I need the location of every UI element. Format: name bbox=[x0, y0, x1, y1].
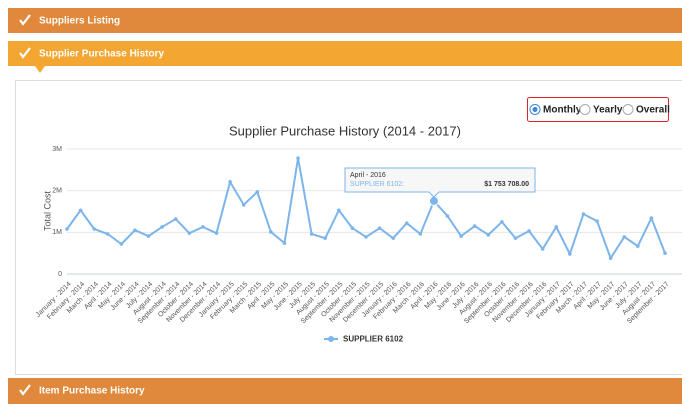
data-point bbox=[214, 231, 219, 235]
panel-body bbox=[15, 80, 682, 375]
data-point bbox=[428, 195, 439, 206]
radio[interactable] bbox=[622, 104, 634, 115]
data-point bbox=[78, 208, 83, 213]
data-point bbox=[622, 235, 627, 239]
data-point bbox=[105, 232, 110, 236]
data-point bbox=[201, 225, 205, 229]
data-point bbox=[160, 225, 164, 229]
data-point bbox=[92, 227, 96, 231]
data-point bbox=[133, 228, 137, 233]
check-icon bbox=[19, 14, 31, 26]
data-point bbox=[554, 225, 559, 229]
panel-title: Item Purchase History bbox=[39, 386, 145, 397]
radio-dot bbox=[532, 107, 538, 112]
data-point bbox=[649, 216, 654, 220]
data-point bbox=[364, 235, 368, 239]
data-point bbox=[228, 180, 232, 184]
data-point bbox=[445, 214, 450, 218]
tooltip-value: $1 753 708.00 bbox=[484, 181, 529, 188]
tooltip-box bbox=[344, 167, 536, 198]
data-point bbox=[459, 234, 463, 238]
panel-title: Suppliers Listing bbox=[39, 16, 120, 27]
radio-label: Monthly bbox=[543, 105, 582, 116]
period-selector bbox=[527, 97, 669, 122]
data-point bbox=[323, 236, 328, 240]
data-point bbox=[568, 252, 572, 256]
data-point bbox=[527, 229, 531, 233]
y-tick-label: 2M bbox=[52, 188, 62, 195]
check-icon bbox=[19, 384, 31, 396]
tooltip-series: SUPPLIER 6102: bbox=[350, 181, 404, 188]
radio-label: Yearly bbox=[593, 105, 623, 116]
data-point bbox=[282, 241, 287, 245]
panel-bar[interactable] bbox=[8, 41, 682, 66]
data-point bbox=[391, 236, 395, 240]
data-point bbox=[119, 242, 124, 246]
radio-label: Overall bbox=[636, 105, 670, 116]
data-point bbox=[309, 232, 314, 236]
data-point bbox=[608, 256, 613, 260]
legend-label: SUPPLIER 6102 bbox=[343, 335, 404, 344]
panel-bar[interactable] bbox=[8, 378, 682, 404]
data-point bbox=[513, 236, 518, 240]
panel-bar[interactable] bbox=[8, 8, 682, 33]
data-point bbox=[663, 251, 667, 255]
data-point bbox=[241, 203, 246, 207]
y-tick-label: 0 bbox=[58, 271, 62, 278]
data-point bbox=[636, 244, 640, 248]
data-point bbox=[486, 233, 491, 237]
data-point bbox=[296, 156, 300, 160]
data-point bbox=[269, 230, 273, 234]
data-point bbox=[350, 226, 355, 230]
panel-title: Supplier Purchase History bbox=[39, 49, 164, 60]
y-tick-label: 1M bbox=[52, 229, 62, 236]
y-tick-label: 3M bbox=[52, 146, 62, 153]
legend-marker bbox=[328, 336, 334, 342]
data-point bbox=[65, 227, 69, 231]
data-point bbox=[146, 234, 151, 238]
data-point bbox=[418, 232, 423, 236]
data-point bbox=[581, 212, 586, 216]
data-point bbox=[377, 226, 382, 230]
data-point bbox=[500, 220, 504, 224]
data-point bbox=[540, 247, 545, 251]
panel-pointer bbox=[35, 66, 45, 73]
data-point bbox=[404, 221, 409, 225]
y-axis-label: Total Cost bbox=[42, 190, 52, 231]
tooltip-category: April - 2016 bbox=[350, 172, 386, 179]
data-point bbox=[187, 231, 192, 235]
data-point bbox=[255, 190, 260, 194]
radio[interactable] bbox=[579, 104, 591, 115]
data-point bbox=[472, 224, 477, 228]
data-point bbox=[337, 208, 341, 213]
chart-title: Supplier Purchase History (2014 - 2017) bbox=[229, 123, 461, 138]
data-point bbox=[173, 217, 178, 221]
data-point bbox=[595, 219, 599, 223]
check-icon bbox=[19, 47, 31, 59]
